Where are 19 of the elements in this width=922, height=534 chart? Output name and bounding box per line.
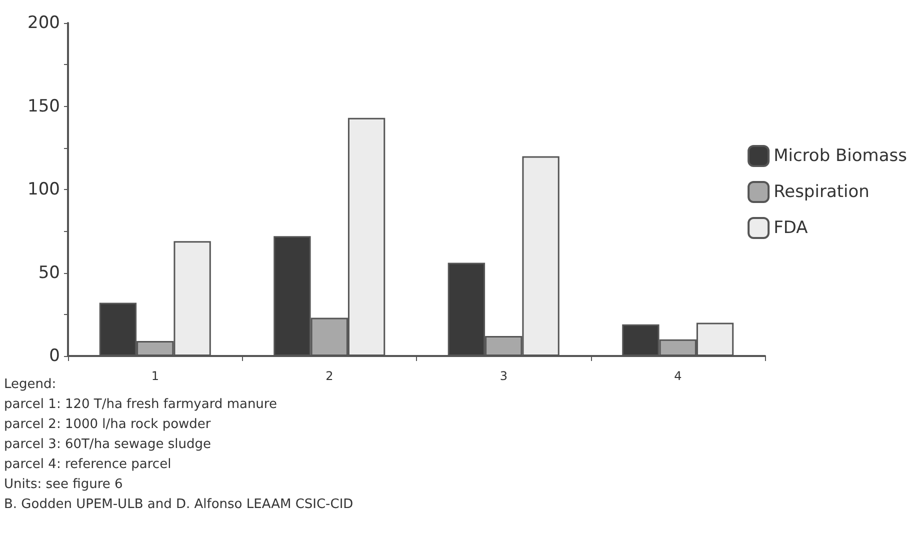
text: B. Godden UPEM-ULB and D. Alfonso LEAAM CSIC-CID: [4, 497, 354, 512]
text: parcel 2: 1000 l/ha rock powder: [4, 417, 212, 432]
y-tick-label: 100: [28, 180, 60, 200]
x-tick-label: 1: [151, 369, 159, 383]
y-tick-label: 0: [49, 346, 60, 366]
text: Units: see figure 6: [4, 477, 123, 492]
y-tick-label: 200: [28, 13, 60, 33]
text: parcel 3: 60T/ha sewage sludge: [4, 437, 212, 452]
text: Legend:: [4, 377, 56, 392]
x-tick-label: 4: [674, 369, 682, 383]
y-tick-label: 50: [38, 262, 60, 283]
x-tick-label: 3: [500, 369, 508, 383]
legend-label: Microb Biomass: [774, 146, 908, 166]
legend-label: Respiration: [774, 182, 870, 202]
legend-label: FDA: [774, 218, 808, 238]
text: parcel 1: 120 T/ha fresh farmyard manure: [4, 397, 277, 412]
x-tick-label: 2: [326, 369, 334, 383]
text: parcel 4: reference parcel: [4, 457, 172, 472]
y-tick-label: 150: [28, 96, 60, 116]
